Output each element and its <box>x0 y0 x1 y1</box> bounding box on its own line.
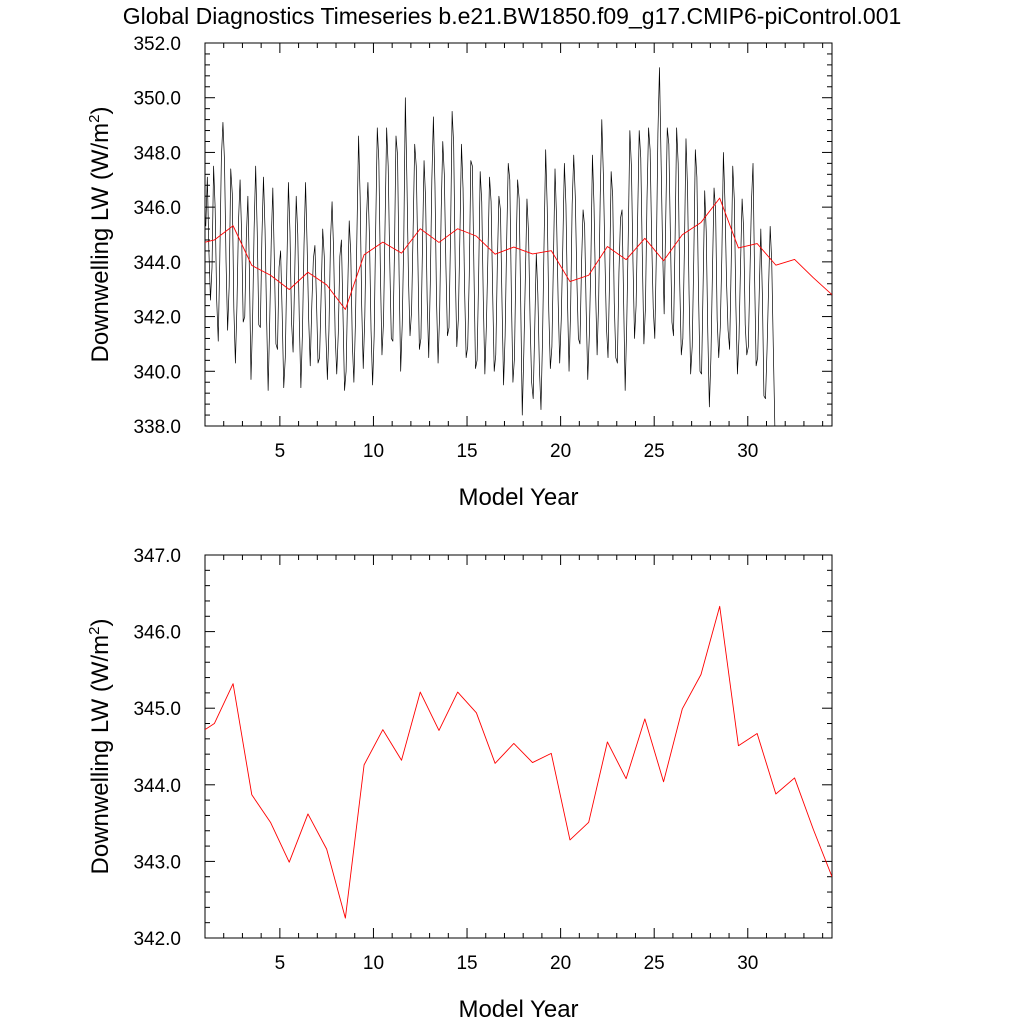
x-tick-label: 25 <box>644 953 665 974</box>
series-line-monthly <box>205 67 776 426</box>
plot-frame <box>204 554 833 939</box>
x-tick-label: 10 <box>363 953 384 974</box>
x-tick-label: 5 <box>275 953 286 974</box>
y-tick-label: 342.0 <box>133 929 181 950</box>
y-axis-title: Downwelling LW (W/m2) <box>86 619 114 875</box>
y-tick-label: 347.0 <box>133 546 181 567</box>
x-tick-label: 30 <box>737 441 758 462</box>
bottom-plot: 5 10 15 20 25 30 342.0 343.0 344.0 345.0 346.0 347.… <box>86 546 833 1023</box>
y-tick-label: 350.0 <box>133 89 181 110</box>
series-line-annual <box>205 197 832 310</box>
x-tick-label: 15 <box>456 441 477 462</box>
x-tick-label: 20 <box>550 953 571 974</box>
y-tick-label: 343.0 <box>133 852 181 873</box>
x-tick-label: 25 <box>644 441 665 462</box>
y-tick-label: 346.0 <box>133 623 181 644</box>
x-tick-label: 5 <box>275 441 286 462</box>
y-axis-title: Downwelling LW (W/m2) <box>86 107 114 363</box>
chart-title: Global Diagnostics Timeseries b.e21.BW18… <box>122 3 902 29</box>
y-tick-label: 345.0 <box>133 699 181 720</box>
y-tick-label: 344.0 <box>133 776 181 797</box>
y-tick-label: 338.0 <box>133 417 181 438</box>
x-axis-title: Model Year <box>458 996 578 1023</box>
y-tick-label: 344.0 <box>133 253 181 274</box>
x-tick-label: 10 <box>363 441 384 462</box>
y-tick-label: 342.0 <box>133 308 181 329</box>
y-tick-label: 348.0 <box>133 143 181 164</box>
series-line-annual <box>205 605 832 919</box>
x-axis-title: Model Year <box>458 484 578 511</box>
y-tick-label: 352.0 <box>133 34 181 55</box>
y-tick-label: 340.0 <box>133 362 181 383</box>
x-tick-label: 20 <box>550 441 571 462</box>
x-tick-label: 30 <box>737 953 758 974</box>
plot-frame <box>204 42 833 427</box>
x-tick-label: 15 <box>456 953 477 974</box>
top-plot: 5 10 15 20 25 30 338.0 340.0 342.0 344.0 346.0 348.… <box>86 34 833 511</box>
y-tick-label: 346.0 <box>133 198 181 219</box>
